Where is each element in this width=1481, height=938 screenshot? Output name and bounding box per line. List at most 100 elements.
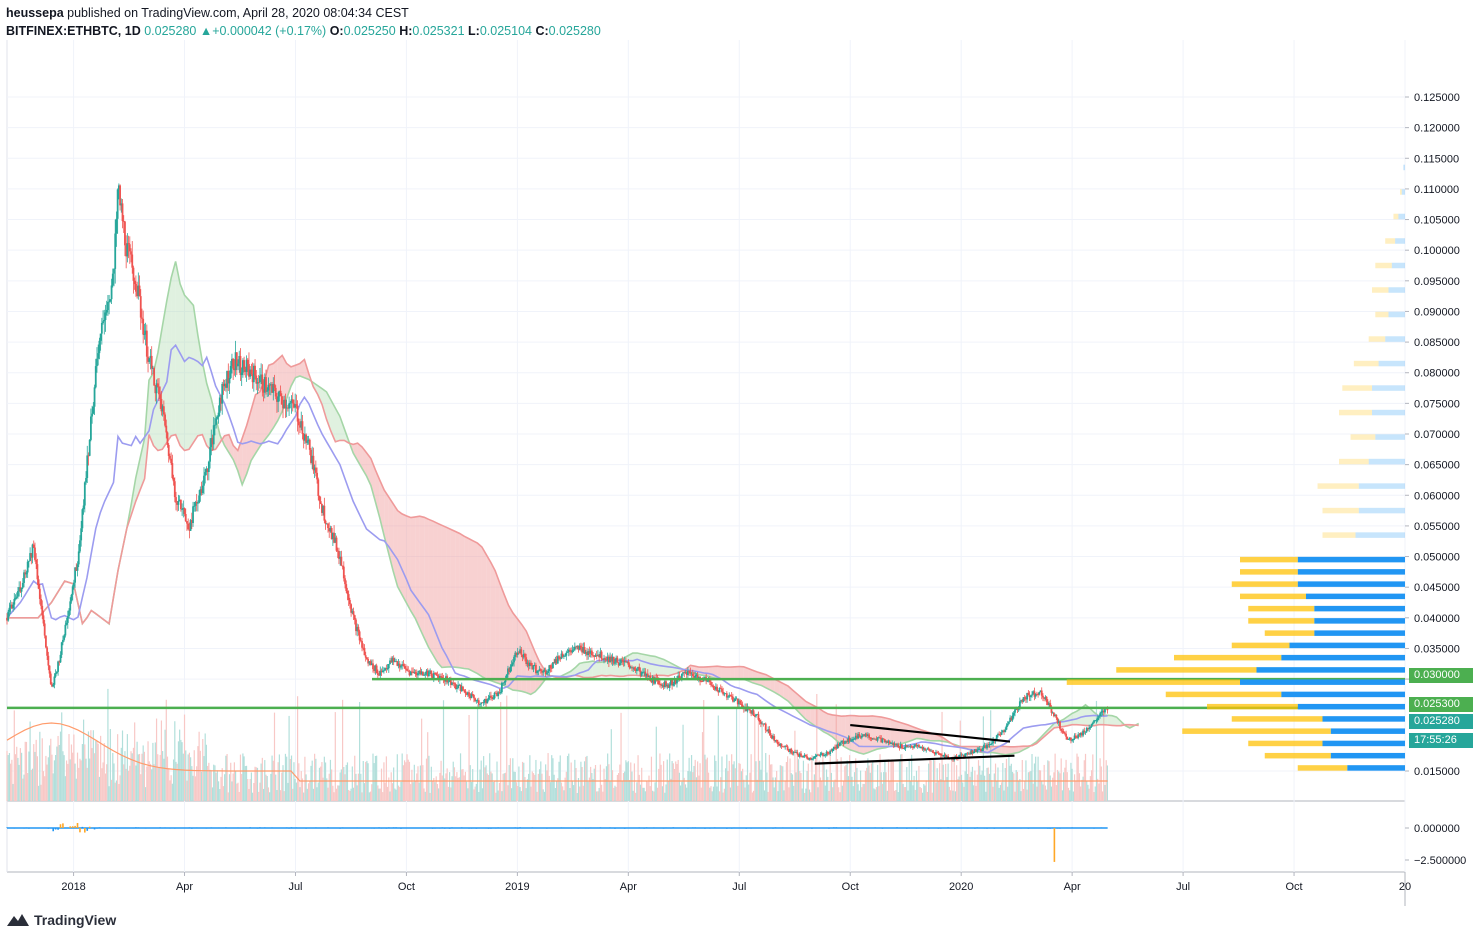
candle-body xyxy=(621,659,624,661)
candle-body xyxy=(91,413,94,417)
candle-body xyxy=(695,674,698,676)
price-label: 0.075000 xyxy=(1414,398,1460,410)
candle-body xyxy=(449,678,452,685)
candle-body xyxy=(164,414,166,426)
candle-body xyxy=(980,748,982,751)
candle-body xyxy=(580,645,582,648)
candle-body xyxy=(1079,732,1082,736)
candle-body xyxy=(348,600,351,605)
cloud-segment xyxy=(188,300,194,450)
candle-body xyxy=(752,710,755,716)
candle-body xyxy=(856,735,858,739)
cloud-segment xyxy=(197,334,203,436)
candle-body xyxy=(733,700,736,702)
chart-canvas[interactable]: 2018 Apr Jul Oct 2019 Apr Jul Oct 2020 Apr Jul Oct 2… xyxy=(0,40,1481,906)
tradingview-brand[interactable]: TradingView xyxy=(34,912,117,928)
time-label: Apr xyxy=(176,881,193,893)
cloud-segment xyxy=(393,503,398,587)
vp-up-bar xyxy=(1297,703,1405,710)
candle-body xyxy=(64,624,67,636)
candle-body xyxy=(1051,712,1054,714)
candle-body xyxy=(406,668,408,671)
cloud-segment xyxy=(739,666,744,680)
candle-body xyxy=(659,684,661,685)
vp-down-bar xyxy=(1264,752,1331,759)
candle-body xyxy=(965,753,968,755)
candle-body xyxy=(302,433,305,441)
candle-body xyxy=(789,748,791,752)
candle-body xyxy=(384,668,387,671)
candle-body xyxy=(946,755,948,757)
candle-body xyxy=(976,749,979,753)
candle-body xyxy=(673,679,676,685)
candle-body xyxy=(933,752,936,755)
candle-body xyxy=(70,594,73,602)
candle-body xyxy=(220,397,222,404)
candle-body xyxy=(642,671,644,673)
candle-body xyxy=(963,754,965,757)
candle-body xyxy=(564,655,567,657)
candle-body xyxy=(272,384,275,393)
candle-body xyxy=(722,691,725,695)
candle-body xyxy=(172,478,175,482)
candle-body xyxy=(611,656,614,662)
candle-body xyxy=(954,755,957,758)
candle-body xyxy=(293,403,295,408)
candle-body xyxy=(244,369,247,372)
vp-up-bar xyxy=(1297,581,1405,587)
cloud-segment xyxy=(450,529,456,668)
candle-body xyxy=(499,692,502,693)
candle-body xyxy=(476,700,479,702)
price-label: 0.085000 xyxy=(1414,337,1460,349)
candle-body xyxy=(1011,715,1014,721)
candle-body xyxy=(552,662,554,669)
candle-body xyxy=(1039,690,1042,692)
symbol-name[interactable]: BITFINEX:ETHBTC, 1D xyxy=(6,24,141,38)
candle-body xyxy=(783,746,785,748)
cloud-segment xyxy=(792,689,797,711)
candle-body xyxy=(21,582,24,588)
candle-body xyxy=(239,356,242,376)
candle-body xyxy=(282,404,284,409)
candle-body xyxy=(704,677,706,679)
candle-body xyxy=(459,684,462,691)
candle-body xyxy=(829,750,832,754)
candle-body xyxy=(221,383,224,404)
candle-body xyxy=(204,472,207,476)
candle-body xyxy=(366,657,368,660)
candle-body xyxy=(897,744,900,748)
cloud-segment xyxy=(907,724,913,742)
candle-body xyxy=(431,676,434,679)
candle-body xyxy=(296,405,299,422)
candle-body xyxy=(248,364,250,377)
candle-body xyxy=(285,407,288,409)
candle-body xyxy=(935,752,937,755)
candle-body xyxy=(280,396,283,405)
candle-body xyxy=(960,754,963,756)
candle-body xyxy=(792,751,795,754)
cloud-segment xyxy=(433,521,438,663)
vp-down-bar xyxy=(1066,679,1240,685)
candle-body xyxy=(479,703,481,705)
candle-body xyxy=(920,747,923,748)
cloud-segment xyxy=(583,661,589,678)
tradingview-logo-icon[interactable] xyxy=(6,913,30,927)
candle-body xyxy=(868,734,870,738)
candle-body xyxy=(156,383,159,387)
vp-down-bar xyxy=(1231,642,1290,649)
candle-body xyxy=(759,721,762,724)
candle-body xyxy=(457,685,460,688)
candle-body xyxy=(1044,696,1047,699)
vp-up-bar xyxy=(1330,752,1405,759)
candle-body xyxy=(648,675,650,678)
candle-body xyxy=(723,693,726,695)
candle-body xyxy=(983,745,986,747)
publisher-name[interactable]: heussepa xyxy=(6,6,64,20)
candle-body xyxy=(259,375,261,383)
candle-body xyxy=(30,553,33,558)
candle-body xyxy=(300,421,303,428)
vp-up-bar xyxy=(1256,667,1405,673)
candle-body xyxy=(1073,735,1076,740)
low-label: L: xyxy=(468,24,480,38)
candle-body xyxy=(338,551,340,559)
